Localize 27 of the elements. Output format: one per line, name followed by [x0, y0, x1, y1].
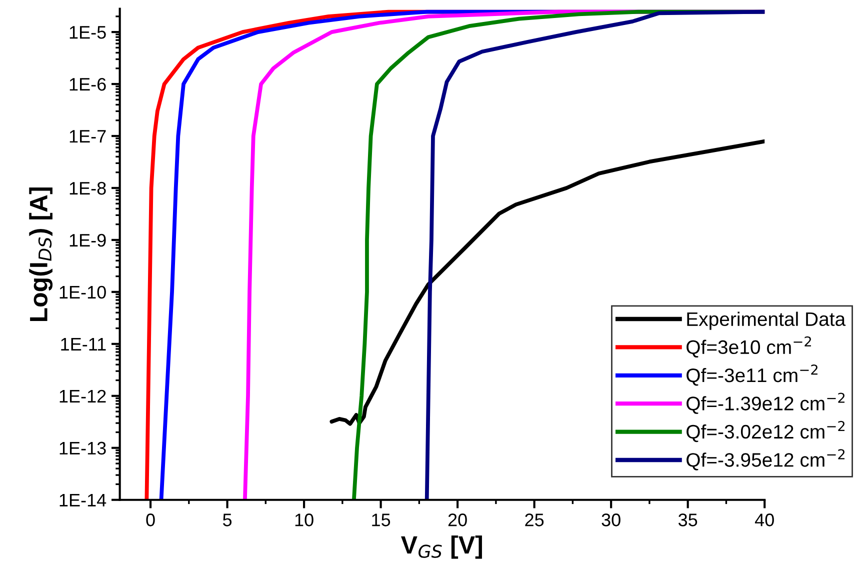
x-tick-label: 30 — [602, 514, 620, 526]
x-tick-label: 40 — [754, 514, 774, 526]
x-tick-label: 5 — [222, 514, 232, 526]
y-tick-label: 1E-11 — [61, 338, 106, 350]
x-tick-label: 20 — [448, 514, 467, 526]
x-tick-label: 15 — [372, 514, 390, 526]
legend-label: Qf=-3.95e12 cm$^{−2}$ — [686, 449, 844, 470]
legend-label: Qf=-1.39e12 cm$^{−2}$ — [686, 392, 844, 414]
y-tick-label: 1E-9 — [70, 234, 106, 247]
x-axis-title: V$_{GS}$ [V] — [401, 535, 482, 559]
y-tick-label: 1E-13 — [60, 442, 106, 455]
x-tick-label: 35 — [678, 514, 698, 526]
y-axis-title: Log(I$_{DS}$) [A] — [29, 188, 53, 322]
y-tick-label: 1E-8 — [70, 182, 106, 195]
legend-label: Qf=-3.02e12 cm$^{−2}$ — [686, 420, 844, 442]
x-tick-label: 25 — [525, 514, 544, 526]
y-tick-label: 1E-6 — [70, 78, 106, 91]
y-tick-label: 1E-7 — [70, 130, 106, 143]
x-tick-label: 0 — [146, 514, 155, 526]
legend-label: Experimental Data — [687, 312, 846, 330]
y-tick-label: 1E-5 — [70, 26, 106, 39]
x-tick-label: 10 — [295, 514, 314, 526]
y-tick-label: 1E-14 — [60, 494, 106, 506]
legend-label: Qf=3e10 cm$^{−2}$ — [686, 336, 811, 358]
legend-label: Qf=-3e11 cm$^{−2}$ — [686, 364, 818, 386]
y-tick-label: 1E-12 — [60, 390, 106, 402]
y-tick-label: 1E-10 — [60, 286, 106, 299]
